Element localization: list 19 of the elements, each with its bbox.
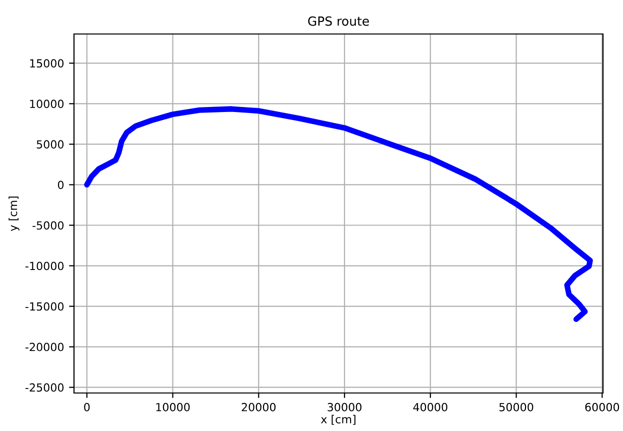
x-tick-label: 60000 (585, 402, 620, 412)
y-tick-label: 5000 (36, 140, 64, 149)
x-tick-label: 30000 (328, 402, 362, 412)
x-tick-label: 40000 (413, 402, 448, 412)
x-tick-label: 10000 (156, 402, 190, 412)
x-axis-title: x [cm] (320, 414, 356, 425)
y-tick-label: -15000 (25, 302, 64, 311)
x-tick-label: 0 (84, 402, 90, 412)
chart-title: GPS route (308, 16, 369, 26)
y-tick-label: -5000 (32, 221, 64, 230)
y-axis-title: y [cm] (8, 196, 20, 232)
y-tick-label: 10000 (30, 100, 64, 108)
y-tick-label: 0 (58, 180, 64, 190)
y-tick-label: -10000 (25, 262, 64, 270)
y-tick-label: -20000 (25, 342, 64, 352)
x-tick-label: 20000 (242, 402, 276, 412)
y-tick-label: 15000 (30, 59, 64, 68)
y-tick-label: -25000 (25, 383, 64, 392)
x-tick-label: 50000 (499, 402, 534, 412)
